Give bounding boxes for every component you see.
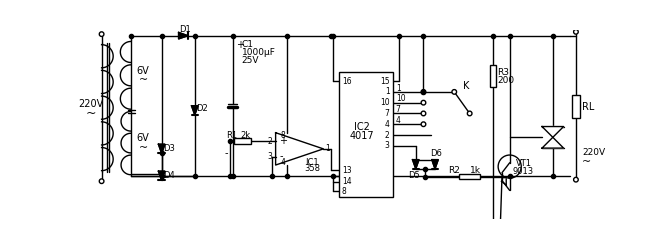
Text: 7: 7: [384, 109, 390, 118]
Polygon shape: [412, 160, 419, 169]
Circle shape: [421, 90, 426, 94]
Bar: [572, 95, 580, 118]
Polygon shape: [179, 32, 188, 39]
Text: 1: 1: [385, 87, 390, 96]
Text: D3: D3: [163, 144, 175, 153]
Text: IC2: IC2: [354, 122, 370, 132]
Text: 2: 2: [385, 131, 390, 139]
Text: +: +: [280, 136, 288, 146]
Text: D6: D6: [431, 149, 442, 158]
Text: 10: 10: [380, 98, 390, 107]
Circle shape: [452, 90, 457, 94]
Text: 4: 4: [396, 116, 400, 125]
Polygon shape: [159, 171, 165, 180]
Text: 15: 15: [380, 77, 390, 86]
Text: 8: 8: [342, 187, 347, 196]
Text: 25V: 25V: [242, 56, 259, 65]
Circle shape: [467, 111, 472, 116]
Text: 9013: 9013: [513, 167, 534, 176]
Circle shape: [421, 122, 426, 126]
Text: 2: 2: [268, 137, 272, 146]
Text: 16: 16: [342, 77, 351, 86]
Text: R3: R3: [497, 68, 509, 77]
Text: IC1: IC1: [305, 158, 319, 167]
Bar: [339, 72, 392, 197]
Circle shape: [100, 32, 104, 36]
Text: ~: ~: [139, 143, 148, 153]
Text: 7: 7: [396, 105, 400, 114]
Text: +: +: [236, 40, 244, 50]
Text: 1: 1: [396, 84, 400, 92]
Text: -: -: [280, 152, 283, 162]
Text: ~: ~: [86, 107, 96, 120]
Text: 6V: 6V: [137, 134, 149, 143]
Polygon shape: [191, 106, 198, 115]
Text: ~: ~: [582, 157, 592, 167]
Text: 6V: 6V: [137, 66, 149, 76]
Text: K: K: [463, 81, 469, 91]
Text: 8: 8: [281, 131, 286, 139]
Text: 358: 358: [304, 164, 320, 173]
Text: D5: D5: [408, 170, 420, 180]
Circle shape: [574, 177, 578, 182]
Text: R2: R2: [448, 166, 460, 175]
Text: VT1: VT1: [515, 159, 532, 168]
Text: D4: D4: [163, 171, 175, 180]
Text: 200: 200: [497, 76, 515, 85]
Circle shape: [574, 30, 578, 34]
Text: D2: D2: [196, 104, 208, 113]
Text: RL: RL: [582, 102, 594, 111]
Text: 4: 4: [281, 158, 286, 167]
Text: 3: 3: [384, 141, 390, 150]
Text: 3: 3: [268, 152, 272, 161]
Text: C1: C1: [242, 40, 254, 49]
Text: 13: 13: [342, 166, 351, 175]
Circle shape: [421, 111, 426, 116]
Text: R1: R1: [226, 131, 237, 140]
Text: 14: 14: [342, 177, 351, 186]
Polygon shape: [542, 137, 564, 148]
Text: 220V: 220V: [78, 99, 104, 109]
Text: 10: 10: [396, 94, 405, 103]
Text: 220V: 220V: [582, 148, 605, 157]
Bar: [459, 174, 481, 179]
Circle shape: [100, 179, 104, 184]
Text: -: -: [224, 148, 228, 158]
Text: ~: ~: [139, 75, 148, 85]
Circle shape: [421, 100, 426, 105]
Text: 4017: 4017: [349, 131, 374, 141]
Text: 1: 1: [325, 144, 329, 153]
Text: 2k: 2k: [240, 131, 250, 140]
Bar: [234, 138, 251, 144]
Polygon shape: [159, 144, 165, 154]
Text: 1000μF: 1000μF: [242, 48, 276, 57]
Bar: [489, 65, 496, 87]
Text: D1: D1: [179, 25, 191, 34]
Text: 4: 4: [384, 120, 390, 129]
Polygon shape: [542, 126, 564, 137]
Polygon shape: [432, 160, 438, 169]
Text: 1k: 1k: [470, 166, 481, 175]
